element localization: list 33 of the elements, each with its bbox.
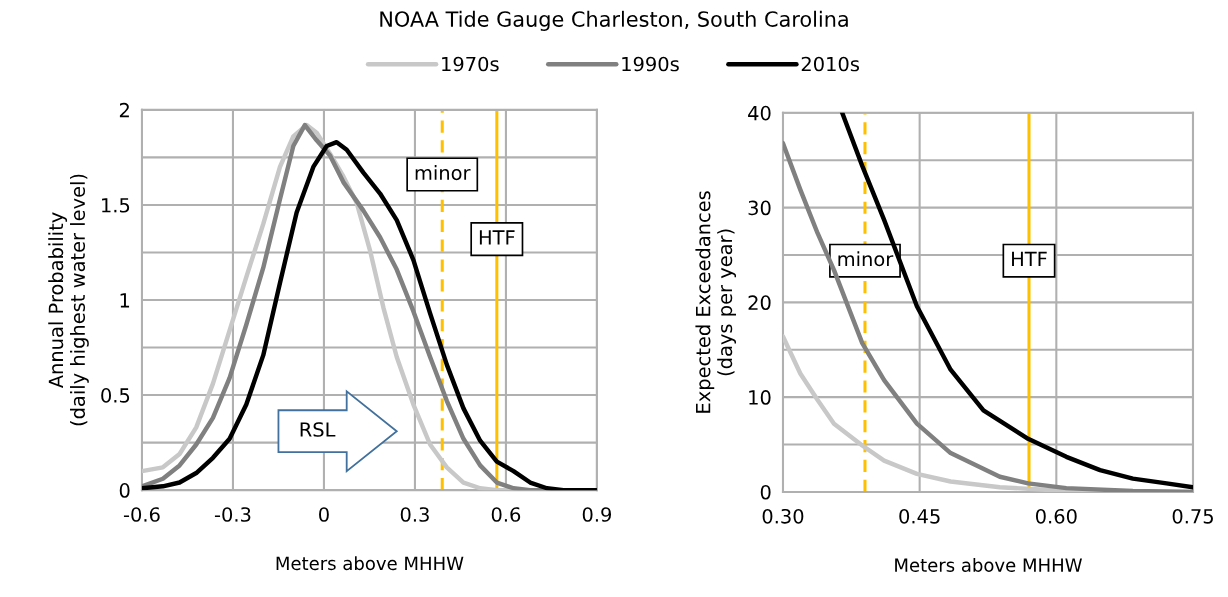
ref-line-label: minor [415, 165, 471, 181]
y-tick-label: 0.5 [101, 388, 130, 403]
y-tick-label: 2 [119, 102, 129, 118]
y-tick-label: 40 [748, 105, 771, 121]
x-tick-label: 0.3 [400, 507, 429, 522]
x-tick-label: 0 [319, 507, 329, 522]
y-tick-label: 0 [760, 484, 771, 500]
x-tick-label: 0.60 [1035, 508, 1077, 524]
x-tick-label: -0.3 [214, 507, 251, 522]
x-tick-label: 0.45 [899, 508, 940, 524]
ref-line-label: minor [838, 251, 894, 267]
y-tick-label: 1.5 [102, 198, 130, 213]
legend-label: 1970s [442, 56, 499, 72]
y-axis-title: Annual Probability (daily highest water level) [48, 174, 89, 426]
x-tick-label: 0.6 [491, 507, 521, 522]
y-tick-label: 30 [748, 200, 771, 216]
y-axis-title: Expected Exceedances (days per year) [695, 191, 737, 413]
x-tick-label: 0.9 [582, 507, 612, 522]
x-tick-label: 0.30 [762, 508, 804, 524]
y-tick-label: 10 [749, 390, 771, 405]
chart-title: NOAA Tide Gauge Charleston, South Carolina [380, 10, 848, 31]
x-tick-label: -0.6 [123, 507, 160, 522]
legend-label: 1990s [622, 56, 679, 72]
x-tick-label: 0.75 [1172, 508, 1213, 524]
y-tick-label: 0 [119, 483, 130, 498]
y-tick-label: 20 [748, 295, 771, 311]
x-axis-title: Meters above MHHW [895, 557, 1082, 572]
legend-label: 2010s [801, 56, 859, 72]
y-tick-label: 1 [120, 293, 130, 308]
annotation: RSL [300, 422, 336, 437]
ref-line-label: HTF [1012, 251, 1047, 267]
x-axis-title: Meters above MHHW [276, 556, 464, 571]
ref-line-label: HTF [479, 230, 515, 245]
